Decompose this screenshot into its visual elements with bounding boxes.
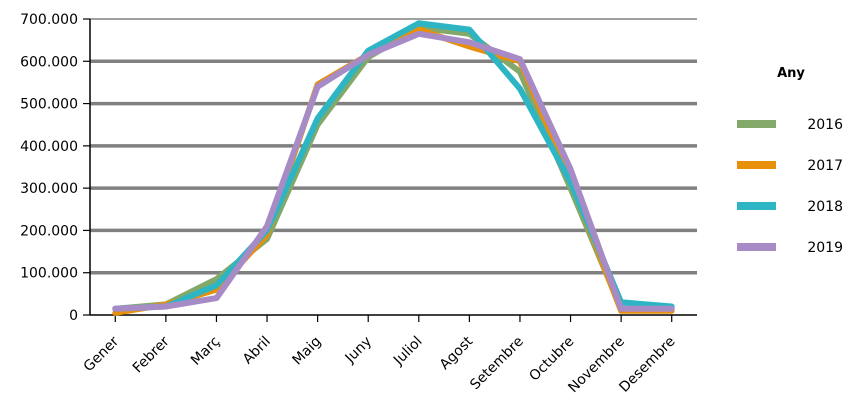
x-tick-labels: Gener Febrer Març Abril Maig Juny Juliol AgostS… [81, 333, 679, 396]
x-tick-label: Març [188, 334, 223, 369]
y-tick-label: 300.000 [20, 181, 78, 197]
legend-label: 2019 [807, 240, 843, 256]
legend-label: 2017 [807, 158, 843, 174]
grid-lines [90, 18, 697, 275]
x-tick-label: Juliol [390, 334, 426, 370]
y-tick-label: 600.000 [20, 54, 78, 70]
series-line-2018 [112, 20, 675, 312]
x-tick-label: Juny [342, 334, 375, 367]
y-tick-label: 200.000 [20, 223, 78, 239]
y-tick-label: 500.000 [20, 97, 78, 113]
legend: Any 2016 2017 2018 2019 [737, 66, 843, 256]
series-lines [112, 20, 675, 316]
x-tick-label: Setembre [467, 334, 527, 394]
x-tick-label: Octubre [526, 334, 577, 385]
y-tick-label: 400.000 [20, 139, 78, 155]
y-tick-label: 700.000 [20, 12, 78, 28]
x-tick-label: Abril [240, 334, 274, 368]
x-tick-label: Agost [437, 333, 477, 373]
y-tick-label: 100.000 [20, 266, 78, 282]
legend-label: 2016 [807, 117, 843, 133]
series-line-2019 [112, 30, 675, 312]
x-tick-label: Febrer [130, 333, 173, 376]
y-tick-label: 0 [69, 308, 78, 324]
series-line-2016 [112, 24, 675, 312]
x-tick-label: Gener [81, 333, 123, 375]
x-tick-label: Maig [289, 334, 324, 369]
axes [83, 18, 697, 322]
series-line-2017 [112, 26, 675, 316]
legend-label: 2018 [807, 199, 843, 215]
legend-title: Any [777, 66, 805, 81]
y-tick-labels: 0 100.000 200.000 300.000 400.000 500.000 600.… [20, 12, 78, 324]
